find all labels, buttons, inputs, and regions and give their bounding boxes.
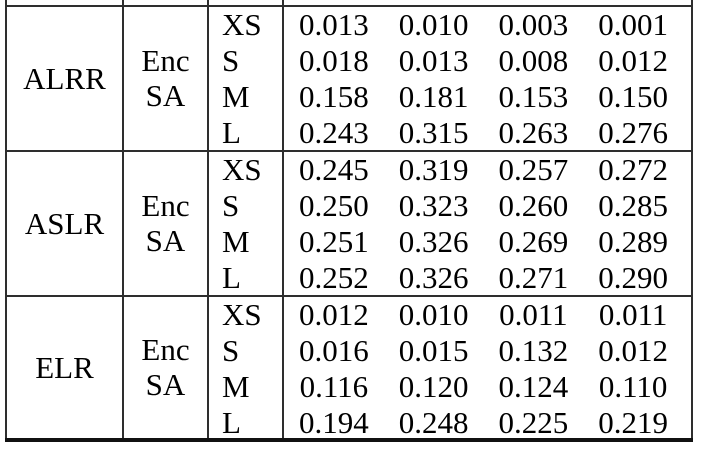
value-cell: 0.011	[499, 297, 568, 332]
partial-cell-values	[284, 0, 693, 5]
value-cell: 0.012	[299, 297, 369, 332]
value-cell: 0.257	[498, 152, 569, 187]
value-cell: 0.016	[299, 333, 369, 368]
value-cell: 0.290	[598, 260, 668, 295]
size-label: M	[222, 224, 250, 259]
value-cell: 0.260	[498, 188, 569, 223]
partial-cell-encsa	[124, 0, 209, 5]
size-labels-column: XS S M L	[209, 152, 284, 295]
value-cell: 0.124	[498, 369, 569, 404]
value-cell: 0.243	[299, 115, 369, 150]
sa-label: SA	[145, 366, 186, 402]
method-name-cell: ELR	[5, 297, 124, 438]
method-name-cell: ASLR	[5, 152, 124, 295]
value-cell: 0.315	[398, 115, 469, 150]
enc-label: Enc	[141, 332, 190, 368]
method-name: ELR	[35, 349, 94, 385]
value-cell: 0.011	[598, 297, 668, 332]
value-cell: 0.001	[598, 7, 668, 42]
enc-sa-cell: Enc SA	[124, 297, 209, 438]
value-cell: 0.271	[498, 260, 569, 295]
size-labels-column: XS S M L	[209, 297, 284, 440]
value-cell: 0.116	[299, 369, 369, 404]
results-table: ALRR Enc SA XS S M L 0.013 0.010 0.003 0…	[5, 0, 693, 442]
enc-sa-cell: Enc SA	[124, 152, 209, 295]
value-cell: 0.245	[299, 152, 369, 187]
size-label: XS	[222, 297, 262, 332]
value-cell: 0.194	[299, 405, 369, 440]
value-cell: 0.150	[598, 79, 668, 114]
value-cell: 0.010	[398, 7, 469, 42]
values-grid: 0.013 0.010 0.003 0.001 0.018 0.013 0.00…	[284, 7, 693, 150]
value-cell: 0.015	[398, 333, 469, 368]
table-row-group-alrr: ALRR Enc SA XS S M L 0.013 0.010 0.003 0…	[5, 7, 693, 152]
partial-cell-size	[209, 0, 284, 5]
value-cell: 0.010	[398, 297, 469, 332]
value-cell: 0.003	[498, 7, 569, 42]
value-cell: 0.276	[598, 115, 668, 150]
partial-cell-method	[5, 0, 124, 5]
size-label: L	[222, 405, 241, 440]
size-label: S	[222, 43, 240, 78]
enc-label: Enc	[141, 188, 190, 224]
value-cell: 0.132	[498, 333, 569, 368]
value-cell: 0.248	[398, 405, 469, 440]
value-cell: 0.158	[299, 79, 369, 114]
method-name-cell: ALRR	[5, 7, 124, 150]
value-cell: 0.326	[398, 224, 469, 259]
size-label: XS	[222, 152, 262, 187]
size-label: S	[222, 333, 240, 368]
value-cell: 0.251	[299, 224, 369, 259]
value-cell: 0.008	[498, 43, 569, 78]
value-cell: 0.181	[398, 79, 469, 114]
value-cell: 0.012	[598, 333, 668, 368]
sa-label: SA	[145, 222, 186, 258]
table-row-group-aslr: ASLR Enc SA XS S M L 0.245 0.319 0.257 0…	[5, 152, 693, 297]
method-name: ASLR	[24, 205, 105, 241]
value-cell: 0.013	[398, 43, 469, 78]
value-cell: 0.012	[598, 43, 668, 78]
size-label: M	[222, 369, 250, 404]
size-label: XS	[222, 7, 262, 42]
sa-label: SA	[145, 77, 186, 113]
size-label: L	[222, 260, 241, 295]
value-cell: 0.285	[598, 188, 668, 223]
value-cell: 0.120	[398, 369, 469, 404]
values-grid: 0.245 0.319 0.257 0.272 0.250 0.323 0.26…	[284, 152, 693, 295]
size-label: S	[222, 188, 240, 223]
value-cell: 0.263	[498, 115, 569, 150]
value-cell: 0.269	[498, 224, 569, 259]
table-row-group-elr: ELR Enc SA XS S M L 0.012 0.010 0.011 0.…	[5, 297, 693, 440]
value-cell: 0.219	[598, 405, 668, 440]
partial-row-above	[5, 0, 693, 7]
size-label: M	[222, 79, 250, 114]
value-cell: 0.153	[498, 79, 569, 114]
size-label: L	[222, 115, 241, 150]
value-cell: 0.319	[398, 152, 469, 187]
value-cell: 0.272	[598, 152, 668, 187]
value-cell: 0.326	[398, 260, 469, 295]
value-cell: 0.013	[299, 7, 369, 42]
enc-label: Enc	[141, 43, 190, 79]
value-cell: 0.252	[299, 260, 369, 295]
enc-sa-cell: Enc SA	[124, 7, 209, 150]
value-cell: 0.110	[598, 369, 668, 404]
value-cell: 0.250	[299, 188, 369, 223]
value-cell: 0.225	[498, 405, 569, 440]
values-grid: 0.012 0.010 0.011 0.011 0.016 0.015 0.13…	[284, 297, 693, 440]
table-bottom-rule	[5, 438, 693, 442]
value-cell: 0.018	[299, 43, 369, 78]
size-labels-column: XS S M L	[209, 7, 284, 150]
value-cell: 0.323	[398, 188, 469, 223]
value-cell: 0.289	[598, 224, 668, 259]
method-name: ALRR	[23, 60, 106, 96]
